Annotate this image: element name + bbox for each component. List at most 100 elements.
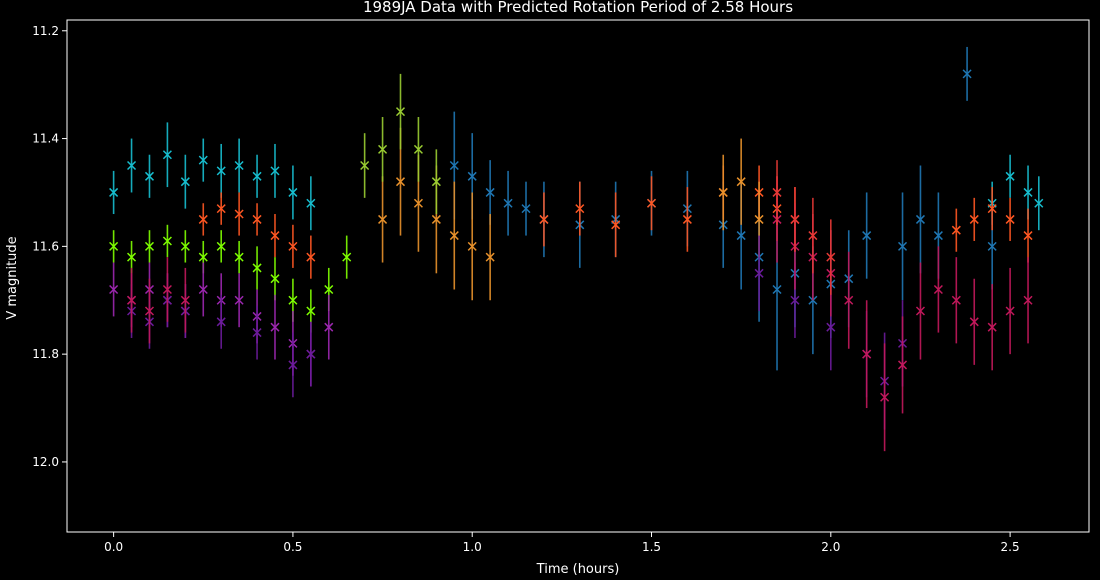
data-point [539, 214, 549, 224]
data-point [897, 360, 908, 370]
series-4 [360, 73, 441, 215]
data-point [127, 252, 137, 262]
data-point [1023, 187, 1033, 197]
data-point [342, 252, 352, 262]
data-point [288, 241, 298, 251]
data-point [467, 171, 477, 181]
data-point [252, 328, 262, 338]
data-point [234, 252, 244, 262]
data-point [754, 214, 764, 224]
data-point [306, 306, 316, 316]
data-point [109, 284, 119, 295]
data-point [790, 295, 800, 305]
data-point [324, 284, 334, 295]
data-point [987, 241, 997, 251]
data-point [216, 317, 226, 327]
data-point [198, 155, 208, 165]
data-point [485, 187, 495, 197]
data-point [646, 198, 657, 208]
y-tick-label: 11.8 [32, 347, 59, 361]
data-point [1005, 214, 1015, 224]
data-point [467, 241, 477, 251]
data-point [611, 220, 621, 230]
x-tick-label: 2.0 [821, 540, 840, 554]
series-0 [109, 122, 1044, 231]
data-point [252, 214, 262, 224]
data-point [127, 160, 137, 171]
data-point [162, 284, 172, 295]
data-point [969, 214, 979, 224]
data-point [736, 177, 746, 187]
y-axis-label: V magnitude [5, 236, 20, 319]
data-point [234, 295, 244, 305]
data-point [431, 177, 441, 187]
data-point [951, 295, 961, 305]
x-axis-label: Time (hours) [536, 562, 620, 577]
data-point [808, 231, 818, 241]
x-tick-label: 1.5 [642, 540, 661, 554]
data-point [162, 150, 172, 160]
data-point [162, 236, 172, 246]
data-point [1034, 198, 1044, 208]
data-point [413, 198, 423, 208]
data-point [288, 360, 298, 370]
data-point [324, 322, 334, 332]
data-point [844, 295, 854, 305]
data-point [378, 144, 388, 154]
data-point [862, 231, 872, 241]
data-point [1005, 171, 1015, 181]
data-point [485, 252, 495, 262]
data-point [1023, 295, 1033, 305]
data-point [790, 214, 800, 224]
data-point [270, 166, 280, 176]
data-point [360, 160, 370, 171]
data-point [180, 241, 190, 251]
data-point [915, 306, 925, 316]
data-point [198, 252, 208, 262]
data-point [682, 214, 692, 224]
x-axis: 0.0 0.5 1.0 1.5 2.0 2.5 [104, 532, 1020, 554]
data-point [521, 204, 531, 214]
data-point [252, 263, 262, 273]
data-point [413, 144, 423, 154]
data-point [933, 284, 943, 295]
data-point [718, 187, 728, 197]
data-point [180, 295, 190, 305]
plot-layer [109, 46, 1044, 452]
chart-title: 1989JA Data with Predicted Rotation Peri… [363, 0, 793, 16]
data-point [395, 177, 406, 187]
data-point [503, 198, 513, 208]
data-point [772, 187, 782, 197]
x-tick-label: 0.0 [104, 540, 123, 554]
data-point [216, 241, 226, 251]
x-tick-label: 1.0 [463, 540, 482, 554]
data-point [395, 107, 406, 117]
data-point [1005, 306, 1015, 316]
data-point [306, 198, 316, 208]
data-point [306, 349, 316, 359]
data-point [826, 322, 836, 332]
data-point [180, 177, 190, 187]
data-point [754, 268, 764, 278]
data-point [449, 231, 459, 241]
x-tick-label: 0.5 [283, 540, 302, 554]
x-tick-label: 2.5 [1001, 540, 1020, 554]
data-point [288, 295, 298, 305]
data-point [252, 171, 262, 181]
data-point [144, 306, 155, 316]
y-tick-label: 11.2 [32, 24, 59, 38]
data-point [198, 284, 208, 295]
data-point [1023, 231, 1033, 241]
data-point [306, 252, 316, 262]
data-point [880, 392, 890, 402]
y-axis: 11.2 11.4 11.6 11.8 12.0 [32, 24, 67, 469]
data-point [198, 214, 208, 224]
data-point [826, 252, 836, 262]
data-point [933, 231, 943, 241]
data-point [288, 187, 298, 197]
data-point [862, 349, 872, 359]
data-point [378, 214, 388, 224]
data-point [575, 204, 585, 214]
y-tick-label: 12.0 [32, 455, 59, 469]
